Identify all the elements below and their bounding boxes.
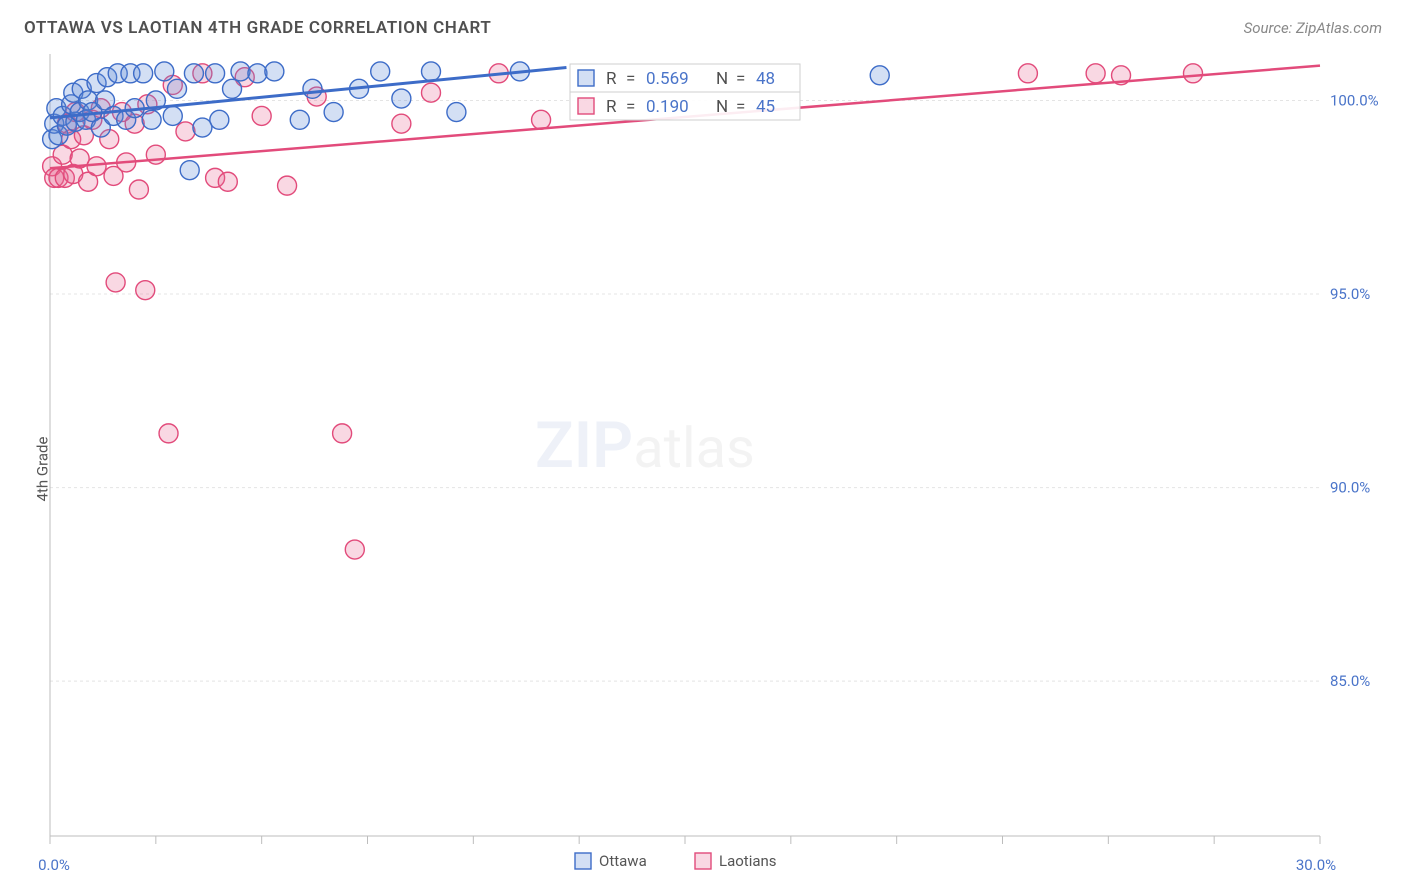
data-point-ottawa: [447, 103, 466, 122]
data-point-laotians: [392, 114, 411, 133]
data-point-laotians: [333, 424, 352, 443]
svg-text:=: =: [626, 97, 635, 117]
stat-n-ottawa: 48: [756, 69, 775, 89]
legend-label-ottawa: Ottawa: [599, 852, 647, 870]
y-axis-label: 4th Grade: [33, 437, 51, 502]
svg-text:R: R: [606, 69, 617, 89]
stats-box: R = 0.569 N = 48 R = 0.190 N = 45: [570, 64, 800, 120]
data-point-ottawa: [248, 64, 267, 83]
data-point-ottawa: [184, 64, 203, 83]
data-point-ottawa: [392, 89, 411, 108]
data-point-laotians: [136, 281, 155, 300]
data-point-laotians: [1018, 64, 1037, 83]
data-point-ottawa: [193, 118, 212, 137]
x-tick-label: 0.0%: [38, 856, 70, 874]
legend-label-laotians: Laotians: [719, 852, 777, 870]
svg-text:R: R: [606, 97, 617, 117]
stat-r-ottawa: 0.569: [646, 69, 689, 89]
svg-text:N: N: [716, 97, 728, 117]
data-point-laotians: [218, 172, 237, 191]
data-point-ottawa: [206, 64, 225, 83]
legend: Ottawa Laotians: [575, 852, 777, 870]
data-point-laotians: [1086, 64, 1105, 83]
data-point-laotians: [532, 110, 551, 129]
data-point-ottawa: [163, 106, 182, 125]
data-point-ottawa: [870, 66, 889, 85]
y-tick-label: 90.0%: [1330, 479, 1370, 497]
stats-marker-laotians: [578, 98, 594, 114]
data-point-laotians: [1184, 64, 1203, 83]
chart-title: OTTAWA VS LAOTIAN 4TH GRADE CORRELATION …: [24, 18, 491, 38]
data-point-laotians: [159, 424, 178, 443]
data-point-ottawa: [324, 103, 343, 122]
stats-marker-ottawa: [578, 70, 594, 86]
data-point-ottawa: [303, 79, 322, 98]
data-point-laotians: [345, 540, 364, 559]
x-tick-label: 30.0%: [1296, 856, 1336, 874]
svg-text:=: =: [736, 69, 745, 89]
data-point-laotians: [87, 157, 106, 176]
y-tick-label: 85.0%: [1330, 672, 1370, 690]
svg-text:N: N: [716, 69, 728, 89]
chart-header: OTTAWA VS LAOTIAN 4TH GRADE CORRELATION …: [0, 0, 1406, 46]
data-point-ottawa: [180, 161, 199, 180]
data-point-laotians: [252, 106, 271, 125]
stat-r-laotians: 0.190: [646, 97, 689, 117]
data-point-laotians: [129, 180, 148, 199]
legend-marker-laotians: [695, 853, 711, 869]
data-point-ottawa: [142, 110, 161, 129]
svg-text:=: =: [736, 97, 745, 117]
data-point-ottawa: [422, 62, 441, 81]
y-tick-label: 100.0%: [1330, 91, 1379, 109]
y-tick-label: 95.0%: [1330, 285, 1370, 303]
watermark: ZIPatlas: [535, 408, 755, 483]
data-point-laotians: [106, 273, 125, 292]
data-point-ottawa: [371, 62, 390, 81]
stat-n-laotians: 45: [756, 97, 775, 117]
data-point-ottawa: [290, 110, 309, 129]
correlation-scatter-chart: 85.0% 90.0% 95.0% 100.0% ZIPatlas 0.0% 30.0% R =…: [0, 46, 1406, 892]
data-point-laotians: [278, 176, 297, 195]
chart-container: 4th Grade 85.0% 90.0% 95.0% 100.0% ZIPatlas 0…: [0, 46, 1406, 892]
chart-source: Source: ZipAtlas.com: [1244, 19, 1382, 37]
data-point-ottawa: [223, 79, 242, 98]
data-point-laotians: [422, 83, 441, 102]
data-point-ottawa: [134, 64, 153, 83]
svg-text:=: =: [626, 69, 635, 89]
data-point-ottawa: [168, 79, 187, 98]
data-point-ottawa: [210, 110, 229, 129]
data-point-ottawa: [231, 62, 250, 81]
data-point-laotians: [176, 122, 195, 141]
legend-marker-ottawa: [575, 853, 591, 869]
data-point-ottawa: [155, 62, 174, 81]
data-point-ottawa: [265, 62, 284, 81]
